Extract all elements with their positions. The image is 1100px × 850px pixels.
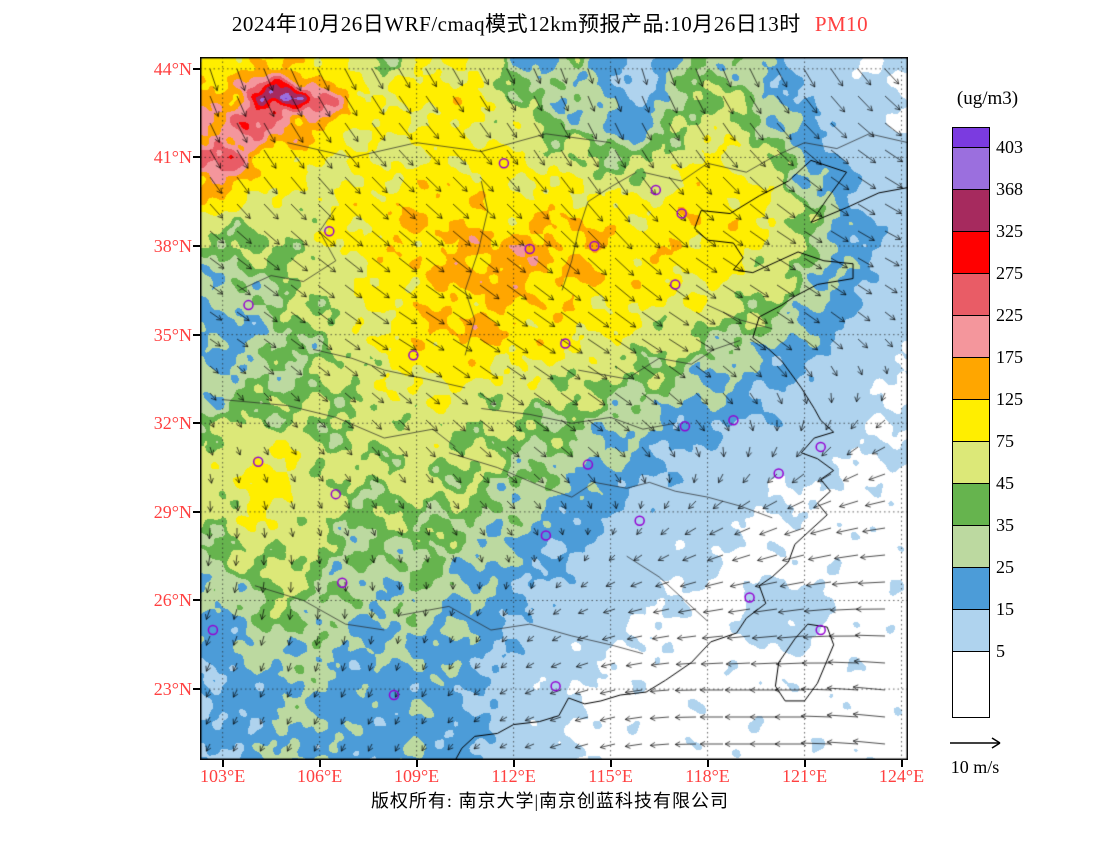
lon-tick-mark — [415, 760, 418, 767]
lat-tick-mark — [193, 599, 200, 602]
colorbar-tick-label: 25 — [996, 557, 1014, 577]
lon-tick-label: 109°E — [393, 766, 440, 786]
wind-scale-arrow-icon — [950, 737, 1001, 749]
colorbar-segment — [953, 274, 989, 316]
lat-tick-mark — [193, 688, 200, 691]
copyright-text: 版权所有: 南京大学|南京创蓝科技有限公司 — [370, 791, 730, 811]
lon-tick-label: 106°E — [297, 766, 343, 786]
colorbar-units: (ug/m3) — [956, 88, 1019, 109]
colorbar-tick-label: 225 — [996, 305, 1023, 325]
wind-scale-label: 10 m/s — [950, 757, 1000, 777]
colorbar-segment — [953, 610, 989, 652]
colorbar-segment — [953, 232, 989, 274]
lon-tick-label: 112°E — [491, 766, 536, 786]
colorbar — [952, 127, 990, 718]
lat-tick-mark — [193, 67, 200, 70]
colorbar-segment — [953, 190, 989, 232]
colorbar-segment — [953, 484, 989, 526]
colorbar-segment — [953, 358, 989, 400]
colorbar-tick-label: 325 — [996, 221, 1023, 241]
colorbar-segment — [953, 442, 989, 484]
colorbar-segment — [953, 128, 989, 148]
lat-tick-label: 23°N — [153, 679, 192, 700]
colorbar-tick-label: 403 — [996, 137, 1023, 157]
lon-tick-mark — [221, 760, 224, 767]
colorbar-tick-label: 35 — [996, 515, 1014, 535]
chart-title-pollutant: PM10 — [814, 12, 869, 36]
colorbar-tick-label: 15 — [996, 599, 1014, 619]
lon-tick-mark — [900, 760, 903, 767]
lon-tick-mark — [318, 760, 321, 767]
lat-tick-mark — [193, 245, 200, 248]
lat-tick-mark — [193, 333, 200, 336]
colorbar-tick-label: 5 — [996, 641, 1005, 661]
colorbar-tick-label: 45 — [996, 473, 1014, 493]
colorbar-segment — [953, 148, 989, 190]
colorbar-tick-label: 175 — [996, 347, 1023, 367]
colorbar-segment — [953, 526, 989, 568]
colorbar-segment — [953, 568, 989, 610]
lat-tick-label: 29°N — [153, 501, 192, 522]
chart-title-main: 2024年10月26日WRF/cmaq模式12km预报产品:10月26日13时 — [231, 12, 801, 36]
chart-title: 2024年10月26日WRF/cmaq模式12km预报产品:10月26日13时 P… — [0, 8, 1100, 38]
colorbar-tick-label: 368 — [996, 179, 1023, 199]
colorbar-tick-label: 75 — [996, 431, 1014, 451]
lon-tick-label: 103°E — [200, 766, 246, 786]
lat-tick-label: 38°N — [153, 236, 192, 257]
lat-tick-mark — [193, 422, 200, 425]
lat-tick-label: 26°N — [153, 590, 192, 611]
colorbar-segment — [953, 400, 989, 442]
forecast-map-canvas — [200, 57, 908, 760]
lon-tick-mark — [803, 760, 806, 767]
lat-tick-label: 32°N — [153, 413, 192, 434]
colorbar-segment — [953, 652, 989, 717]
lon-tick-label: 118°E — [685, 766, 730, 786]
lat-tick-mark — [193, 510, 200, 513]
lat-tick-label: 35°N — [153, 324, 192, 345]
colorbar-tick-label: 275 — [996, 263, 1023, 283]
lon-tick-label: 115°E — [588, 766, 633, 786]
lat-tick-label: 41°N — [153, 147, 192, 168]
lon-tick-label: 121°E — [781, 766, 828, 786]
lat-tick-mark — [193, 156, 200, 159]
lon-tick-mark — [609, 760, 612, 767]
colorbar-tick-label: 125 — [996, 389, 1023, 409]
colorbar-segment — [953, 316, 989, 358]
lon-tick-mark — [706, 760, 709, 767]
lon-tick-label: 124°E — [878, 766, 925, 786]
lat-tick-label: 44°N — [153, 58, 192, 79]
lon-tick-mark — [512, 760, 515, 767]
